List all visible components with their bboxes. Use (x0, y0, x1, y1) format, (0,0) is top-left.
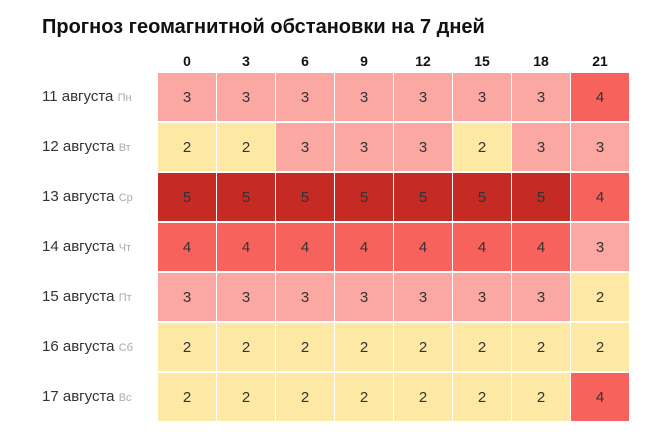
kp-cell: 2 (158, 373, 216, 421)
table-row: 17 августа Вс 2 2 2 2 2 2 2 4 (0, 373, 630, 421)
date-text: 11 августа (42, 88, 114, 105)
kp-cell: 5 (453, 173, 511, 221)
kp-cell: 2 (571, 323, 629, 371)
hour-header-cell: 9 (360, 53, 368, 69)
kp-cell: 3 (276, 273, 334, 321)
table-row: 13 августа Ср 5 5 5 5 5 5 5 4 (0, 173, 630, 221)
kp-cell: 3 (335, 123, 393, 171)
kp-cell: 3 (276, 123, 334, 171)
kp-cell: 2 (217, 123, 275, 171)
kp-cell: 3 (217, 73, 275, 121)
kp-cell: 3 (571, 223, 629, 271)
kp-cell: 5 (394, 173, 452, 221)
kp-cell: 3 (394, 123, 452, 171)
date-text: 15 августа (42, 288, 115, 305)
hour-header-cell: 3 (242, 53, 250, 69)
day-label: 16 августа Сб (0, 323, 158, 371)
day-label: 15 августа Пт (0, 273, 158, 321)
kp-cell: 3 (158, 73, 216, 121)
day-label: 17 августа Вс (0, 373, 158, 421)
kp-cell: 2 (158, 123, 216, 171)
kp-cell: 3 (512, 73, 570, 121)
kp-cell: 3 (217, 273, 275, 321)
weekday-text: Пн (117, 92, 132, 104)
hour-header-cell: 21 (592, 53, 608, 69)
weekday-text: Пт (118, 292, 132, 304)
kp-cell: 2 (217, 323, 275, 371)
kp-cell: 2 (217, 373, 275, 421)
day-label: 13 августа Ср (0, 173, 158, 221)
kp-cell: 3 (571, 123, 629, 171)
kp-cell: 5 (276, 173, 334, 221)
kp-cell: 3 (276, 73, 334, 121)
kp-cell: 3 (394, 273, 452, 321)
table-row: 11 августа Пн 3 3 3 3 3 3 3 4 (0, 73, 630, 121)
kp-cell: 3 (453, 273, 511, 321)
kp-cell: 2 (453, 373, 511, 421)
hour-header: 0 3 6 9 12 15 18 21 (158, 52, 630, 70)
hour-header-cell: 15 (474, 53, 490, 69)
table-row: 14 августа Чт 4 4 4 4 4 4 4 3 (0, 223, 630, 271)
weekday-text: Ср (118, 192, 133, 204)
kp-cell: 2 (335, 323, 393, 371)
hour-header-cell: 6 (301, 53, 309, 69)
kp-cell: 4 (217, 223, 275, 271)
weekday-text: Вс (118, 392, 132, 404)
kp-cell: 2 (571, 273, 629, 321)
kp-cell: 4 (158, 223, 216, 271)
page-title: Прогноз геомагнитной обстановки на 7 дне… (42, 16, 485, 38)
kp-cell: 4 (394, 223, 452, 271)
kp-cell: 2 (276, 323, 334, 371)
weekday-text: Вт (118, 142, 131, 154)
forecast-table: 11 августа Пн 3 3 3 3 3 3 3 4 12 августа Вт 2 2 3 3 3 2… (0, 73, 630, 423)
kp-cell: 4 (571, 173, 629, 221)
hour-header-cell: 0 (183, 53, 191, 69)
kp-cell: 2 (276, 373, 334, 421)
kp-cell: 3 (335, 73, 393, 121)
table-row: 12 августа Вт 2 2 3 3 3 2 3 3 (0, 123, 630, 171)
date-text: 16 августа (42, 338, 115, 355)
hour-header-cell: 12 (415, 53, 431, 69)
weekday-text: Сб (118, 342, 133, 354)
kp-cell: 3 (158, 273, 216, 321)
kp-cell: 2 (158, 323, 216, 371)
weekday-text: Чт (118, 242, 132, 254)
hour-header-cell: 18 (533, 53, 549, 69)
kp-cell: 3 (394, 73, 452, 121)
kp-cell: 5 (335, 173, 393, 221)
kp-cell: 2 (512, 373, 570, 421)
kp-cell: 3 (512, 273, 570, 321)
date-text: 14 августа (42, 238, 115, 255)
kp-cell: 4 (276, 223, 334, 271)
kp-cell: 2 (453, 323, 511, 371)
kp-cell: 3 (453, 73, 511, 121)
kp-cell: 2 (394, 323, 452, 371)
kp-cell: 2 (335, 373, 393, 421)
kp-cell: 2 (394, 373, 452, 421)
kp-cell: 2 (453, 123, 511, 171)
date-text: 13 августа (42, 188, 115, 205)
table-row: 16 августа Сб 2 2 2 2 2 2 2 2 (0, 323, 630, 371)
kp-cell: 4 (571, 73, 629, 121)
day-label: 11 августа Пн (0, 73, 158, 121)
kp-cell: 3 (512, 123, 570, 171)
kp-cell: 4 (453, 223, 511, 271)
table-row: 15 августа Пт 3 3 3 3 3 3 3 2 (0, 273, 630, 321)
kp-cell: 5 (512, 173, 570, 221)
kp-cell: 4 (512, 223, 570, 271)
kp-cell: 5 (217, 173, 275, 221)
day-label: 12 августа Вт (0, 123, 158, 171)
kp-cell: 4 (335, 223, 393, 271)
date-text: 17 августа (42, 388, 115, 405)
kp-cell: 3 (335, 273, 393, 321)
kp-cell: 4 (571, 373, 629, 421)
date-text: 12 августа (42, 138, 115, 155)
day-label: 14 августа Чт (0, 223, 158, 271)
kp-cell: 2 (512, 323, 570, 371)
kp-cell: 5 (158, 173, 216, 221)
